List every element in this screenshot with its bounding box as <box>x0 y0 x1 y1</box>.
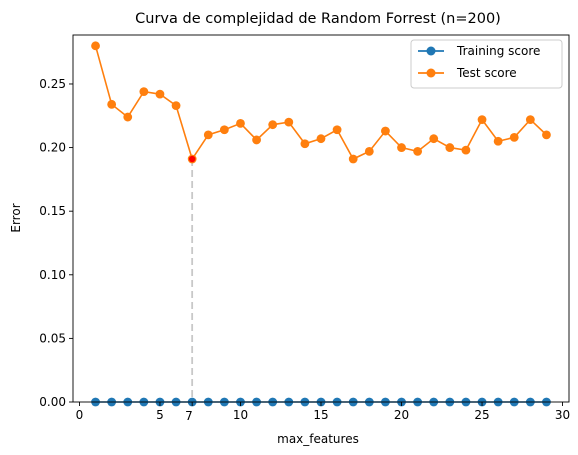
x-axis-label: max_features <box>277 432 359 446</box>
plot-area <box>91 41 551 407</box>
y-tick-label: 0.05 <box>39 331 66 345</box>
data-point <box>284 117 294 127</box>
data-point <box>268 120 278 130</box>
data-point <box>219 125 229 135</box>
data-point <box>332 125 342 135</box>
legend: Training score Test score <box>410 39 563 89</box>
data-point <box>525 115 535 124</box>
legend-test-label: Test score <box>456 66 517 80</box>
y-tick-label: 0.20 <box>39 141 66 155</box>
x-tick-label: 10 <box>233 408 248 422</box>
data-point <box>139 87 149 97</box>
y-axis: 0.00 0.05 0.10 0.15 0.20 0.25 <box>39 77 73 409</box>
data-point <box>91 41 100 51</box>
data-point <box>316 134 326 144</box>
x-tick-label: 25 <box>474 408 489 422</box>
data-point <box>493 136 503 146</box>
x-tick-label: 20 <box>394 408 409 422</box>
y-tick-label: 0.00 <box>39 395 66 409</box>
data-point <box>348 154 358 164</box>
x-tick-label: 0 <box>76 408 84 422</box>
x-tick-label: 15 <box>313 408 328 422</box>
data-point <box>413 146 423 156</box>
data-point <box>236 119 245 128</box>
data-point <box>542 130 551 140</box>
best-point-marker <box>188 155 196 163</box>
series-test <box>91 41 551 164</box>
best-marker-layer <box>188 155 196 163</box>
data-point <box>429 134 439 144</box>
legend-training-marker <box>426 46 436 56</box>
y-tick-label: 0.15 <box>39 204 66 218</box>
data-point <box>252 135 261 145</box>
data-point <box>155 89 165 99</box>
data-point <box>171 101 181 111</box>
data-point <box>509 133 519 142</box>
data-point <box>397 143 406 152</box>
x-tick-label: 30 <box>555 408 570 422</box>
chart-title: Curva de complejidad de Random Forrest (… <box>135 11 501 27</box>
data-point <box>107 99 117 109</box>
data-point <box>461 145 471 155</box>
best-x-label: 7 <box>185 409 193 423</box>
series-layer <box>91 41 551 407</box>
data-point <box>123 112 133 122</box>
y-tick-label: 0.10 <box>39 268 66 282</box>
data-point <box>203 130 213 140</box>
legend-test-marker <box>426 68 436 78</box>
y-axis-label: Error <box>9 203 23 232</box>
y-tick-label: 0.25 <box>39 77 66 91</box>
x-tick-label: 5 <box>156 408 164 422</box>
data-point <box>477 115 487 124</box>
data-point <box>300 139 310 149</box>
legend-box <box>410 39 563 89</box>
data-point <box>364 146 374 156</box>
data-point <box>381 126 390 136</box>
data-point <box>445 143 455 152</box>
legend-training-label: Training score <box>456 44 540 58</box>
x-axis: 0 5 10 15 20 25 30 <box>76 402 570 422</box>
